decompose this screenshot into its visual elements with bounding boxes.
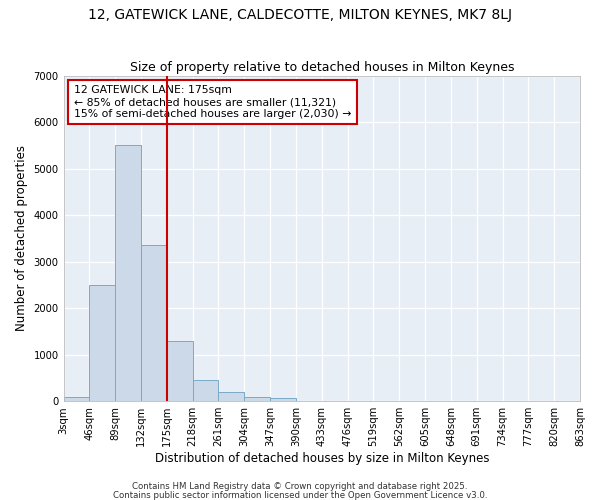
Bar [64,396,89,401]
Bar [270,398,296,401]
Bar [218,392,244,401]
Bar [89,285,115,401]
Bar [167,341,193,401]
Text: 12, GATEWICK LANE, CALDECOTTE, MILTON KEYNES, MK7 8LJ: 12, GATEWICK LANE, CALDECOTTE, MILTON KE… [88,8,512,22]
Bar [141,246,167,401]
Title: Size of property relative to detached houses in Milton Keynes: Size of property relative to detached ho… [130,62,514,74]
Y-axis label: Number of detached properties: Number of detached properties [15,146,28,332]
Text: 12 GATEWICK LANE: 175sqm
← 85% of detached houses are smaller (11,321)
15% of se: 12 GATEWICK LANE: 175sqm ← 85% of detach… [74,86,351,118]
Bar [193,380,218,401]
Bar [115,146,141,401]
Bar [244,398,270,401]
Text: Contains public sector information licensed under the Open Government Licence v3: Contains public sector information licen… [113,490,487,500]
Text: Contains HM Land Registry data © Crown copyright and database right 2025.: Contains HM Land Registry data © Crown c… [132,482,468,491]
X-axis label: Distribution of detached houses by size in Milton Keynes: Distribution of detached houses by size … [155,452,489,465]
